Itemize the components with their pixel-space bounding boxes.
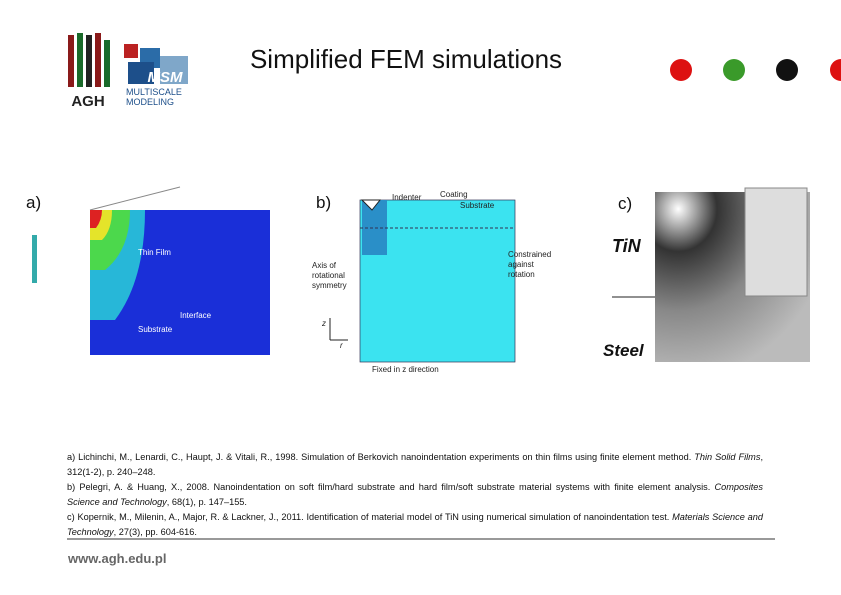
reference-text: c) Kopernik, M., Milenin, A., Major, R. … (67, 512, 673, 522)
reference-journal: Materials Science and Technology (67, 512, 763, 537)
annotation: symmetry (312, 281, 347, 290)
annotation: against (508, 260, 535, 269)
annotation: Constrained (508, 250, 551, 259)
logo-text: AGH (71, 93, 104, 110)
annotation: Interface (180, 311, 212, 320)
annotation: Thin Film (138, 248, 171, 257)
slide-title: Simplified FEM simulations (250, 44, 562, 74)
annotation: Substrate (138, 325, 173, 334)
figure-a: a) Thin Film Interface Substrate (26, 186, 270, 355)
figure-c: c) TiN Steel (603, 187, 810, 362)
logo-text: MSM (148, 69, 184, 86)
logo-text: MULTISCALE (126, 87, 182, 97)
reference: a) Lichinchi, M., Lenardi, C., Haupt, J.… (67, 450, 763, 480)
dot (776, 59, 798, 81)
reference-journal: Composites Science and Technology (67, 482, 763, 507)
reference-journal: Thin Solid Films (694, 452, 761, 462)
annotation: Coating (440, 190, 468, 199)
reference-details: , 312(1-2), p. 240–248. (67, 452, 763, 477)
annotation: r (340, 341, 343, 350)
annotation: Steel (603, 341, 645, 360)
annotation: Indenter (392, 193, 422, 202)
annotation: Fixed in z direction (372, 365, 439, 374)
panel-label: b) (316, 193, 331, 212)
agh-logo: AGH (68, 33, 110, 110)
annotation: Substrate (460, 201, 495, 210)
figure-b: b) Indenter Coating Substrate Axis of ro… (312, 190, 551, 374)
reference-text: b) Pelegri, A. & Huang, X., 2008. Nanoin… (67, 482, 715, 492)
dot (723, 59, 745, 81)
footer-url: www.agh.edu.pl (68, 551, 167, 566)
msm-logo: MSM MULTISCALE MODELING (124, 44, 188, 107)
annotation: TiN (612, 236, 642, 256)
dot (670, 59, 692, 81)
reference-text: a) Lichinchi, M., Lenardi, C., Haupt, J.… (67, 452, 695, 462)
logo-text: MODELING (126, 97, 174, 107)
dot (830, 59, 841, 81)
panel-label: c) (618, 194, 632, 213)
annotation: rotational (312, 271, 345, 280)
reference: c) Kopernik, M., Milenin, A., Major, R. … (67, 510, 763, 540)
reference-details: , 68(1), p. 147–155. (166, 497, 247, 507)
annotation: z (321, 319, 326, 328)
references: a) Lichinchi, M., Lenardi, C., Haupt, J.… (67, 450, 763, 540)
annotation: rotation (508, 270, 535, 279)
reference: b) Pelegri, A. & Huang, X., 2008. Nanoin… (67, 480, 763, 510)
annotation: Axis of (312, 261, 337, 270)
panel-label: a) (26, 193, 41, 212)
reference-details: , 27(3), pp. 604-616. (113, 527, 197, 537)
